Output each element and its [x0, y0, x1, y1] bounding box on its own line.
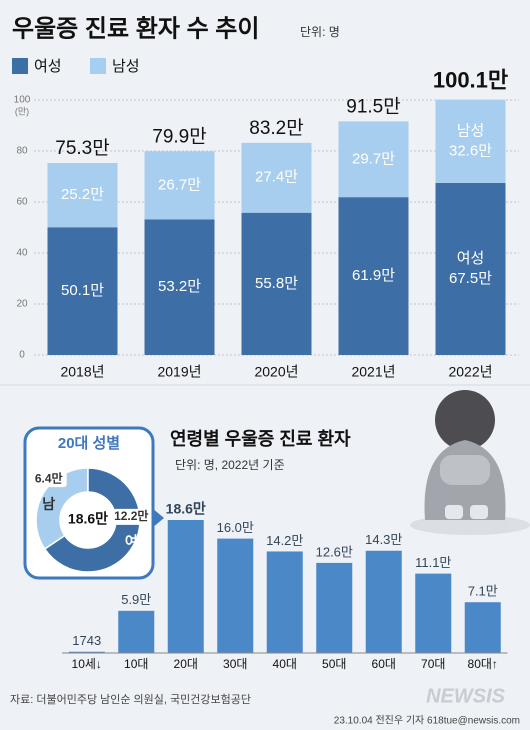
- figure-illustration: [410, 390, 530, 535]
- bar: [167, 520, 204, 653]
- x-tick-label: 10세↓: [72, 657, 102, 671]
- total-label: 100.1만: [433, 68, 508, 93]
- unit-note: 단위: 명, 2022년 기준: [175, 458, 285, 472]
- value-label: 32.6만: [449, 142, 492, 159]
- value-label: 1743: [72, 633, 101, 648]
- value-label: 27.4만: [255, 169, 298, 186]
- value-label: 29.7만: [352, 150, 395, 167]
- donut-center-label: 18.6만: [68, 511, 108, 527]
- bar-segment: [241, 142, 312, 213]
- legend-swatch: [90, 58, 106, 74]
- logo: NEWSIS: [426, 685, 506, 707]
- x-tick-label: 2021년: [351, 364, 395, 380]
- bar: [266, 551, 303, 653]
- slice-label: 여: [125, 534, 138, 550]
- value-label: 67.5만: [449, 270, 492, 287]
- label-box: [113, 508, 150, 525]
- bar-segment: [338, 197, 409, 355]
- value-label: 5.9만: [121, 592, 151, 607]
- bar-segment: [435, 99, 506, 183]
- value-label: 53.2만: [158, 278, 201, 295]
- credit: 23.10.04 전진우 기자 618tue@newsis.com: [334, 715, 520, 727]
- y-tick-label: 80: [16, 146, 28, 157]
- source: 자료: 더불어민주당 남인순 의원실, 국민건강보험공단: [10, 693, 251, 706]
- bar-segment: [241, 212, 312, 355]
- x-tick-label: 60대: [372, 657, 396, 671]
- y-tick-label: 20: [16, 299, 28, 310]
- value-label: 14.3만: [365, 532, 402, 547]
- value-label: 25.2만: [61, 186, 104, 203]
- x-tick-label: 2020년: [254, 364, 298, 380]
- bar: [217, 538, 254, 653]
- donut-title: 20대 성별: [58, 434, 120, 452]
- bar: [415, 573, 452, 653]
- legend-label: 남성: [112, 58, 140, 75]
- value-label: 61.9만: [352, 267, 395, 284]
- bar: [68, 651, 105, 653]
- bar-segment: [144, 219, 215, 355]
- value-label: 26.7만: [158, 176, 201, 193]
- chart-title: 우울증 진료 환자 수 추이: [12, 15, 259, 42]
- value-label: 12.6만: [316, 544, 353, 559]
- total-label: 83.2만: [249, 117, 303, 139]
- bar: [118, 610, 155, 653]
- x-tick-label: 2019년: [157, 364, 201, 380]
- bar: [316, 562, 353, 653]
- x-tick-label: 50대: [322, 657, 346, 671]
- slice-label: 남: [42, 496, 55, 512]
- value-label: 11.1만: [415, 555, 451, 570]
- value-label: 18.6만: [166, 501, 206, 517]
- y-tick-label: 100: [14, 95, 31, 106]
- segment-name: 여성: [457, 250, 485, 267]
- x-tick-label: 20대: [174, 657, 198, 671]
- bar: [464, 602, 501, 653]
- y-unit-label: (만): [15, 106, 29, 116]
- value-label: 6.4만: [35, 470, 63, 485]
- value-label: 7.1만: [468, 584, 498, 599]
- bar-segment: [435, 182, 506, 355]
- bar-segment: [144, 151, 215, 220]
- value-label: 50.1만: [61, 282, 104, 299]
- unit-note: 단위: 명: [300, 25, 340, 39]
- bar-segment: [47, 227, 118, 355]
- x-tick-label: 10대: [124, 657, 148, 671]
- legend-label: 여성: [34, 58, 62, 75]
- segment-name: 남성: [457, 122, 485, 139]
- chart-title: 연령별 우울증 진료 환자: [170, 428, 351, 449]
- donut-slice: [35, 467, 89, 551]
- bar-segment: [338, 121, 409, 198]
- x-tick-label: 30대: [223, 657, 247, 671]
- x-tick-label: 40대: [273, 657, 297, 671]
- value-label: 16.0만: [217, 520, 254, 535]
- bar-segment: [47, 162, 118, 228]
- x-tick-label: 2022년: [448, 364, 492, 380]
- total-label: 79.9만: [152, 125, 206, 147]
- pointer: [152, 508, 164, 528]
- value-label: 55.8만: [255, 275, 298, 292]
- total-label: 75.3만: [55, 137, 109, 159]
- y-tick-label: 60: [16, 197, 28, 208]
- total-label: 91.5만: [346, 96, 400, 118]
- x-tick-label: 80대↑: [468, 657, 498, 671]
- label-box: [30, 471, 67, 488]
- y-tick-label: 0: [19, 350, 25, 361]
- value-label: 14.2만: [266, 533, 303, 548]
- x-tick-label: 2018년: [60, 364, 104, 380]
- bar: [365, 550, 402, 653]
- value-label: 12.2만: [114, 508, 148, 523]
- x-tick-label: 70대: [421, 657, 445, 671]
- y-tick-label: 40: [16, 248, 28, 259]
- legend-swatch: [12, 58, 28, 74]
